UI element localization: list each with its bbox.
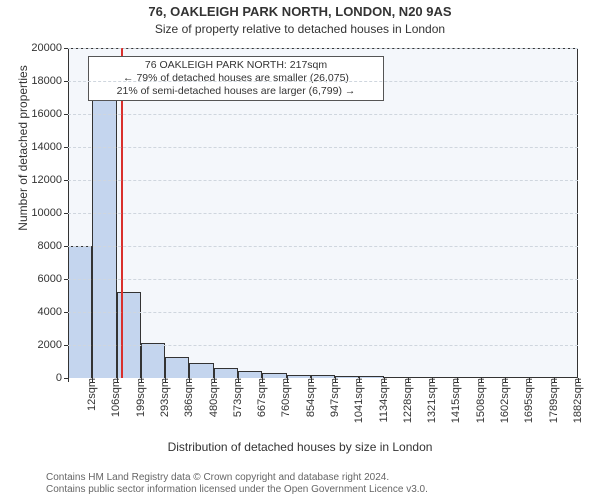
histogram-bar [165, 357, 189, 378]
x-tick-mark [554, 378, 555, 382]
x-axis-label: Distribution of detached houses by size … [0, 440, 600, 454]
y-gridline [68, 246, 578, 247]
x-tick-label: 1321sqm [422, 378, 438, 423]
y-tick-label: 0 [56, 372, 68, 384]
y-gridline [68, 114, 578, 115]
y-tick-label: 2000 [38, 339, 68, 351]
y-gridline [68, 147, 578, 148]
y-gridline [68, 180, 578, 181]
y-axis-label: Number of detached properties [16, 0, 30, 313]
x-tick-mark [408, 378, 409, 382]
annotation-line: 76 OAKLEIGH PARK NORTH: 217sqm [93, 59, 379, 72]
x-tick-mark [214, 378, 215, 382]
histogram-bar [141, 343, 165, 378]
x-tick-label: 106sqm [106, 378, 122, 417]
x-tick-mark [529, 378, 530, 382]
x-tick-mark [359, 378, 360, 382]
x-tick-mark [384, 378, 385, 382]
x-tick-mark [432, 378, 433, 382]
x-tick-mark [165, 378, 166, 382]
x-tick-label: 947sqm [325, 378, 341, 417]
x-tick-label: 293sqm [155, 378, 171, 417]
chart-subtitle: Size of property relative to detached ho… [0, 22, 600, 36]
property-annotation-box: 76 OAKLEIGH PARK NORTH: 217sqm← 79% of d… [88, 56, 384, 101]
x-tick-label: 1695sqm [519, 378, 535, 423]
x-tick-mark [117, 378, 118, 382]
x-tick-mark [68, 378, 69, 382]
y-tick-label: 10000 [31, 207, 68, 219]
y-tick-label: 14000 [31, 141, 68, 153]
histogram-bar [189, 363, 213, 378]
x-tick-label: 1228sqm [398, 378, 414, 423]
credits-text: Contains HM Land Registry data © Crown c… [0, 472, 600, 496]
y-gridline [68, 279, 578, 280]
x-tick-label: 199sqm [131, 378, 147, 417]
x-tick-mark [457, 378, 458, 382]
histogram-bar [238, 371, 262, 378]
x-tick-mark [287, 378, 288, 382]
y-gridline [68, 48, 578, 49]
x-tick-mark [238, 378, 239, 382]
credits-line-1: Contains HM Land Registry data © Crown c… [46, 472, 389, 483]
histogram-bar [92, 94, 116, 378]
histogram-bar [214, 368, 238, 378]
x-tick-mark [578, 378, 579, 382]
x-tick-label: 1041sqm [349, 378, 365, 423]
x-tick-mark [311, 378, 312, 382]
histogram-bar [117, 292, 141, 378]
x-tick-label: 667sqm [252, 378, 268, 417]
x-tick-label: 1882sqm [568, 378, 584, 423]
y-tick-label: 18000 [31, 75, 68, 87]
annotation-line: ← 79% of detached houses are smaller (26… [93, 72, 379, 85]
x-tick-label: 1789sqm [544, 378, 560, 423]
y-tick-label: 12000 [31, 174, 68, 186]
y-gridline [68, 345, 578, 346]
y-tick-label: 4000 [38, 306, 68, 318]
plot-area: 76 OAKLEIGH PARK NORTH: 217sqm← 79% of d… [68, 48, 578, 378]
x-tick-label: 1134sqm [374, 378, 390, 422]
chart-title: 76, OAKLEIGH PARK NORTH, LONDON, N20 9AS [0, 4, 600, 19]
y-gridline [68, 312, 578, 313]
x-tick-label: 573sqm [228, 378, 244, 417]
x-tick-mark [335, 378, 336, 382]
y-tick-label: 6000 [38, 273, 68, 285]
y-tick-label: 8000 [38, 240, 68, 252]
x-tick-label: 12sqm [82, 378, 98, 411]
y-gridline [68, 81, 578, 82]
x-tick-label: 760sqm [276, 378, 292, 417]
annotation-line: 21% of semi-detached houses are larger (… [93, 85, 379, 98]
y-gridline [68, 213, 578, 214]
x-tick-mark [505, 378, 506, 382]
y-tick-label: 20000 [31, 42, 68, 54]
x-tick-mark [141, 378, 142, 382]
credits-line-2: Contains public sector information licen… [46, 484, 428, 495]
y-tick-label: 16000 [31, 108, 68, 120]
x-tick-label: 1508sqm [471, 378, 487, 423]
x-tick-label: 386sqm [179, 378, 195, 417]
x-tick-mark [481, 378, 482, 382]
x-tick-label: 1415sqm [446, 378, 462, 423]
x-tick-label: 480sqm [204, 378, 220, 417]
x-tick-mark [262, 378, 263, 382]
x-tick-label: 854sqm [301, 378, 317, 417]
x-tick-label: 1602sqm [495, 378, 511, 423]
x-tick-mark [92, 378, 93, 382]
x-tick-mark [189, 378, 190, 382]
